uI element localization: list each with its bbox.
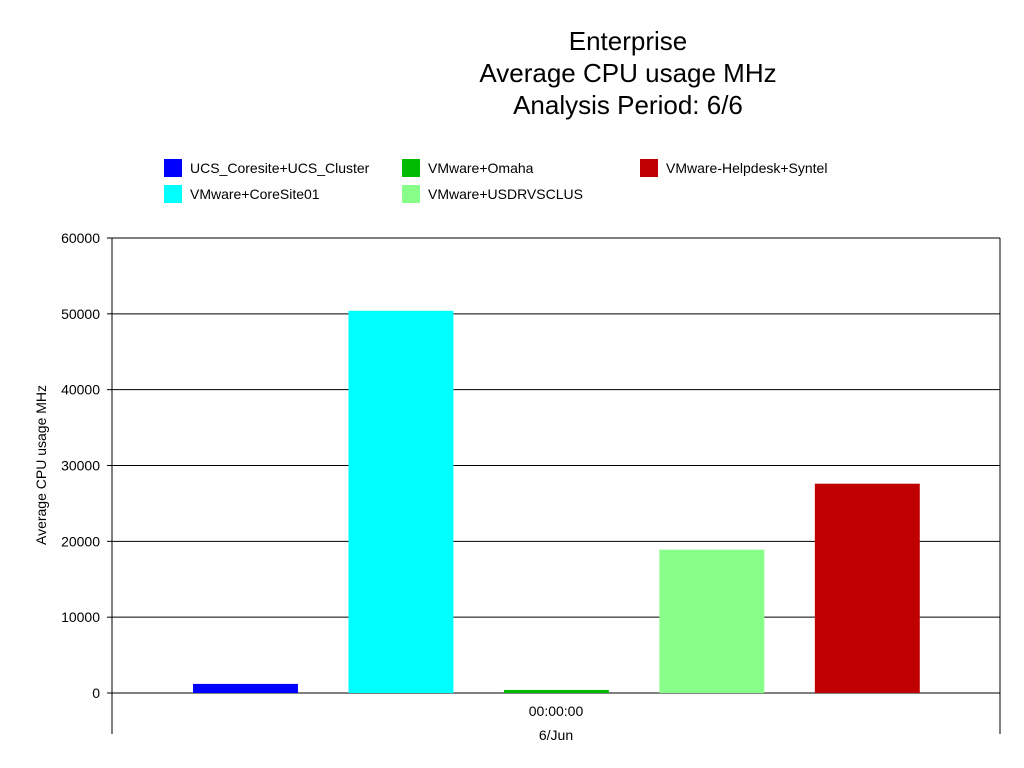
legend: UCS_Coresite+UCS_Cluster VMware+Omaha VMwa…: [164, 159, 827, 203]
gridlines: [107, 237, 1000, 694]
y-tick-label: 40000: [61, 382, 100, 398]
legend-label: VMware+USDRVSCLUS: [428, 186, 583, 202]
y-tick-label: 10000: [61, 609, 100, 625]
chart-title-line-3: Analysis Period: 6/6: [513, 90, 743, 120]
bar-vmware-omaha: [503, 689, 609, 693]
legend-swatch: [640, 159, 658, 177]
legend-item: VMware+CoreSite01: [164, 185, 320, 203]
chart-title-line-1: Enterprise: [569, 26, 688, 56]
legend-swatch: [164, 185, 182, 203]
y-tick-label: 0: [92, 685, 100, 701]
y-tick-label: 60000: [61, 230, 100, 246]
bars: [193, 310, 920, 693]
y-tick-label: 50000: [61, 306, 100, 322]
legend-label: VMware+Omaha: [428, 160, 534, 176]
chart-title: Enterprise Average CPU usage MHz Analysi…: [479, 26, 776, 120]
bar-vmware-helpdesk-syntel: [814, 483, 920, 693]
y-tick-labels: 0 10000 20000 30000 40000 50000 60000: [61, 230, 100, 701]
legend-swatch: [164, 159, 182, 177]
legend-swatch: [402, 159, 420, 177]
y-tick-label: 20000: [61, 533, 100, 549]
legend-label: VMware-Helpdesk+Syntel: [666, 160, 827, 176]
legend-item: VMware-Helpdesk+Syntel: [640, 159, 827, 177]
legend-label: UCS_Coresite+UCS_Cluster: [190, 160, 370, 176]
y-axis-label: Average CPU usage MHz: [33, 385, 49, 545]
legend-item: VMware+Omaha: [402, 159, 534, 177]
bar-vmware-usdrvsclus: [659, 549, 765, 693]
legend-label: VMware+CoreSite01: [190, 186, 320, 202]
bar-ucs-coresite-ucs-cluster: [193, 683, 298, 693]
bar-vmware-coresite01: [348, 310, 454, 693]
legend-item: UCS_Coresite+UCS_Cluster: [164, 159, 370, 177]
legend-swatch: [402, 185, 420, 203]
axes: [111, 238, 1001, 734]
chart-title-line-2: Average CPU usage MHz: [479, 58, 776, 88]
legend-item: VMware+USDRVSCLUS: [402, 185, 583, 203]
y-tick-label: 30000: [61, 458, 100, 474]
x-tick-label: 00:00:00: [529, 703, 584, 719]
x-axis-label: 6/Jun: [539, 727, 573, 743]
